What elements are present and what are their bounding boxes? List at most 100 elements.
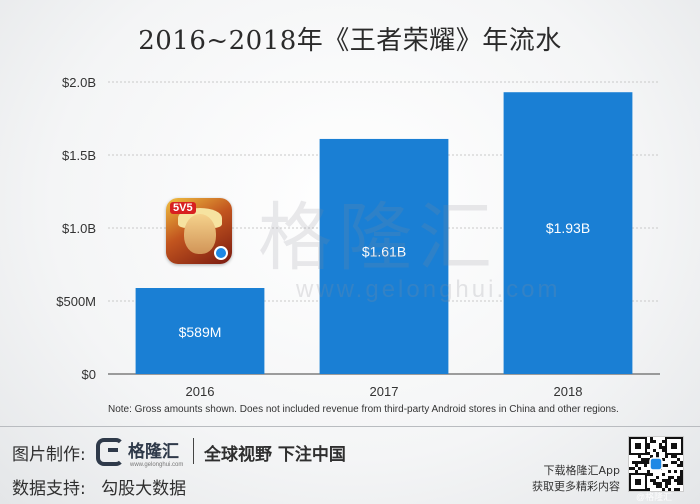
bars: $589M $1.61B $1.93B <box>135 92 633 374</box>
qr-module <box>677 488 680 491</box>
qr-module <box>632 461 635 464</box>
qr-module <box>662 446 665 449</box>
data-label-2017: $1.61B <box>362 243 406 259</box>
x-tick-label: 2018 <box>554 384 583 399</box>
qr-module <box>662 449 665 452</box>
y-tick-label: $0 <box>82 367 96 382</box>
qr-module <box>662 473 665 476</box>
qr-module <box>644 461 647 464</box>
qr-module <box>656 485 659 488</box>
qr-module <box>671 461 674 464</box>
qr-module <box>665 464 668 467</box>
qr-module <box>668 479 671 482</box>
watermark-url: www.gelonghui.com <box>296 276 561 303</box>
watermark-text: 格隆汇 <box>258 195 498 281</box>
bar-2018 <box>503 92 633 374</box>
bar-2017 <box>319 138 449 374</box>
x-tick-labels: 2016 2017 2018 <box>186 384 583 399</box>
data-label-2018: $1.93B <box>546 220 590 236</box>
qr-module <box>644 464 647 467</box>
5v5-badge: 5V5 <box>170 202 196 214</box>
qr-module <box>662 488 665 491</box>
qr-module <box>641 461 644 464</box>
qr-module <box>659 482 662 485</box>
data-label-2016: $589M <box>179 324 222 340</box>
qr-module <box>638 467 641 470</box>
qr-module <box>668 482 671 485</box>
qr-module <box>635 464 638 467</box>
qr-module <box>653 449 656 452</box>
x-tick-label: 2016 <box>186 384 215 399</box>
footer-separator <box>193 438 194 464</box>
qr-module <box>647 470 650 473</box>
footer-divider <box>0 426 700 427</box>
data-support: 数据支持: 勾股大数据 <box>12 474 186 499</box>
logo-url: www.gelonghui.com <box>130 462 184 468</box>
qr-module <box>635 470 638 473</box>
qr-module <box>656 455 659 458</box>
qr-module <box>650 455 653 458</box>
qr-module <box>677 464 680 467</box>
qr-module <box>647 488 650 491</box>
qr-module <box>677 479 680 482</box>
logo-text: 格隆汇 <box>128 442 179 461</box>
qr-module <box>662 440 665 443</box>
y-tick-label: $500M <box>56 294 96 309</box>
qr-module <box>635 461 638 464</box>
qr-caption-download: 下载格隆汇App <box>543 464 621 477</box>
qr-module <box>647 461 650 464</box>
qr-module <box>656 476 659 479</box>
qr-module <box>650 437 653 440</box>
qr-module <box>674 461 677 464</box>
qr-module <box>677 476 680 479</box>
qr-watermark: @格隆汇 <box>636 492 673 502</box>
qr-module <box>671 455 674 458</box>
qr-module <box>680 479 683 482</box>
qr-code-icon[interactable] <box>628 436 684 492</box>
honor-of-kings-app-icon: 5V5 <box>166 198 232 264</box>
qr-module <box>680 464 683 467</box>
qr-module <box>665 455 668 458</box>
qr-module <box>674 455 677 458</box>
qr-module <box>659 485 662 488</box>
qr-finder <box>665 437 683 455</box>
qr-module <box>647 473 650 476</box>
qr-module <box>656 482 659 485</box>
qr-module <box>641 458 644 461</box>
qr-module <box>665 479 668 482</box>
y-tick-label: $1.5B <box>62 148 96 163</box>
qr-module <box>662 479 665 482</box>
qr-finder-center <box>635 479 641 485</box>
qr-module <box>659 446 662 449</box>
qr-module <box>662 464 665 467</box>
qr-module <box>674 470 677 473</box>
x-tick-label: 2017 <box>370 384 399 399</box>
qr-module <box>644 458 647 461</box>
qr-module <box>659 443 662 446</box>
qr-module <box>680 461 683 464</box>
qr-module <box>653 440 656 443</box>
qr-module <box>680 476 683 479</box>
qr-module <box>647 443 650 446</box>
qr-finder-center <box>671 443 677 449</box>
qr-module <box>638 461 641 464</box>
qr-module <box>671 476 674 479</box>
qr-module <box>662 458 665 461</box>
qr-module <box>647 452 650 455</box>
qr-module <box>647 458 650 461</box>
slogan: 全球视野 下注中国 <box>204 445 346 465</box>
chart-note: Note: Gross amounts shown. Does not incl… <box>108 404 619 415</box>
qr-module <box>674 479 677 482</box>
qr-module <box>650 440 653 443</box>
qr-module <box>668 476 671 479</box>
qr-module <box>677 482 680 485</box>
bar-2016 <box>135 288 265 374</box>
gelonghui-logo: 格隆汇 <box>96 436 186 468</box>
gelonghui-g-icon <box>96 438 124 466</box>
qr-finder-center <box>635 443 641 449</box>
qr-code-pattern <box>629 437 683 491</box>
data-support-value: 勾股大数据 <box>101 479 187 499</box>
qr-module <box>665 482 668 485</box>
y-tick-label: $2.0B <box>62 75 96 90</box>
qr-module <box>680 470 683 473</box>
